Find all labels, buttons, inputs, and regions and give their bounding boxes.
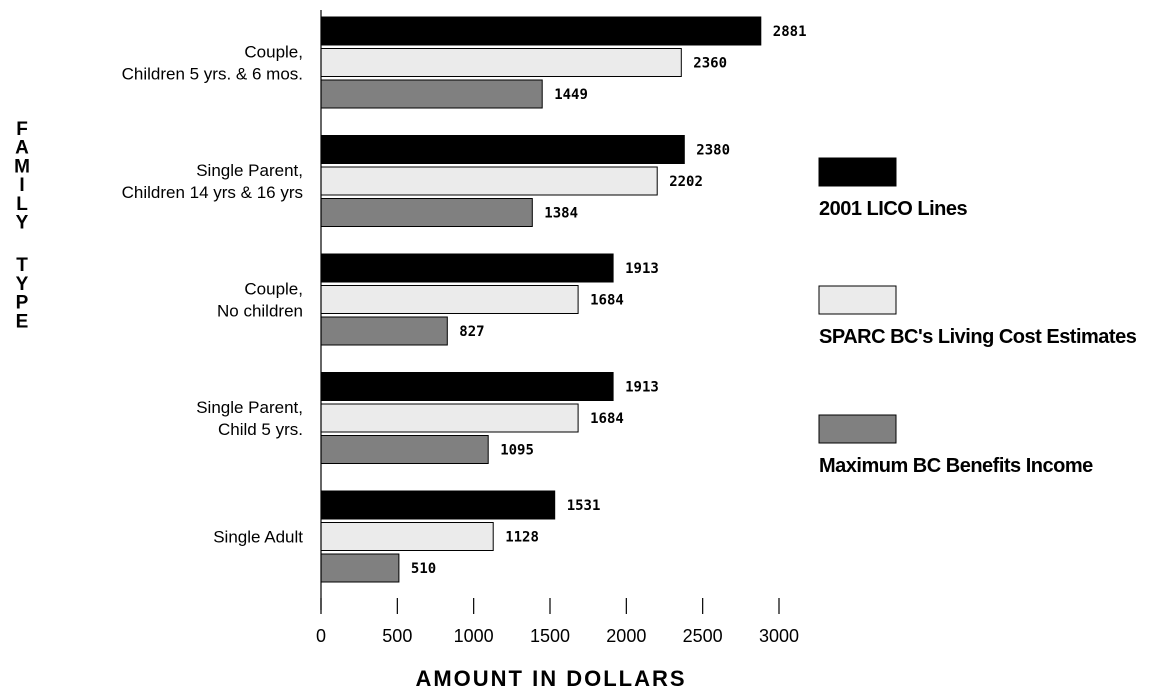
bar-maximum-bc-benefits-income-3 xyxy=(320,435,489,464)
bar-2001-lico-lines-4 xyxy=(320,490,556,520)
legend: 2001 LICO Lines SPARC BC's Living Cost Es… xyxy=(818,157,1137,477)
y-axis-title-letter: I xyxy=(19,175,24,196)
bar-2001-lico-lines-0 xyxy=(320,16,762,46)
bars: 2881236014492380220213841913168482719131… xyxy=(320,16,807,583)
bar-sparc-bc-s-living-cost-estimates-0 xyxy=(320,48,682,77)
y-axis-title-letter: Y xyxy=(16,274,29,295)
x-tick-label: 2500 xyxy=(683,626,723,646)
bar-2001-lico-lines-2 xyxy=(320,253,614,283)
bar-2001-lico-lines-1 xyxy=(320,135,685,164)
legend-swatch xyxy=(818,285,897,315)
y-axis-title-letter: L xyxy=(16,194,28,215)
data-label: 2881 xyxy=(773,24,807,40)
category-labels: Couple, Children 5 yrs. & 6 mos. Single Pa… xyxy=(122,43,304,547)
legend-swatch xyxy=(818,414,897,444)
bar-sparc-bc-s-living-cost-estimates-4 xyxy=(320,522,494,551)
category-label: Single Parent, Children 14 yrs & 16 yrs xyxy=(122,161,303,202)
data-label: 2202 xyxy=(669,174,703,190)
bar-maximum-bc-benefits-income-4 xyxy=(320,553,400,583)
x-axis-title: AMOUNT IN DOLLARS xyxy=(415,666,686,691)
x-tick-label: 1000 xyxy=(454,626,494,646)
data-label: 1095 xyxy=(500,443,534,459)
data-label: 2380 xyxy=(696,143,730,159)
x-tick-label: 0 xyxy=(316,626,326,646)
bar-sparc-bc-s-living-cost-estimates-2 xyxy=(320,285,579,314)
bar-maximum-bc-benefits-income-2 xyxy=(320,316,448,346)
data-label: 1128 xyxy=(505,530,539,546)
y-axis-title-letter: T xyxy=(16,255,28,276)
y-axis-title-letter: E xyxy=(16,311,29,332)
x-tick-label: 3000 xyxy=(759,626,799,646)
data-label: 1531 xyxy=(567,498,601,514)
bar-sparc-bc-s-living-cost-estimates-1 xyxy=(320,166,658,196)
category-label: Couple, Children 5 yrs. & 6 mos. xyxy=(122,43,303,84)
data-label: 1384 xyxy=(544,206,578,222)
category-label: Couple, No children xyxy=(217,280,303,321)
bar-maximum-bc-benefits-income-0 xyxy=(320,79,543,109)
bar-maximum-bc-benefits-income-1 xyxy=(320,198,533,227)
legend-label: SPARC BC's Living Cost Estimates xyxy=(819,326,1137,348)
x-tick-label: 1500 xyxy=(530,626,570,646)
legend-label: 2001 LICO Lines xyxy=(819,198,967,220)
data-label: 1449 xyxy=(554,87,588,103)
bar-2001-lico-lines-3 xyxy=(320,372,614,401)
data-label: 510 xyxy=(411,561,436,577)
data-label: 827 xyxy=(459,324,484,340)
data-label: 1913 xyxy=(625,380,659,396)
data-label: 1684 xyxy=(590,411,624,427)
legend-swatch xyxy=(818,157,897,187)
category-label: Single Adult xyxy=(213,528,303,547)
x-tick-label: 2000 xyxy=(606,626,646,646)
y-axis-title-letter: P xyxy=(16,293,29,314)
x-tick-label: 500 xyxy=(382,626,412,646)
category-label: Single Parent, Child 5 yrs. xyxy=(196,398,303,439)
x-axis: 0 500 1000 1500 2000 2500 3000 xyxy=(316,10,799,646)
y-axis-title-letter: Y xyxy=(16,213,29,234)
bar-sparc-bc-s-living-cost-estimates-3 xyxy=(320,403,579,433)
data-label: 2360 xyxy=(693,56,727,72)
y-axis-title-letter: A xyxy=(15,138,29,159)
data-label: 1913 xyxy=(625,261,659,277)
data-label: 1684 xyxy=(590,293,624,309)
legend-label: Maximum BC Benefits Income xyxy=(819,455,1093,477)
y-axis-title-letter: M xyxy=(14,156,30,177)
y-axis-title-letter: F xyxy=(16,119,28,140)
